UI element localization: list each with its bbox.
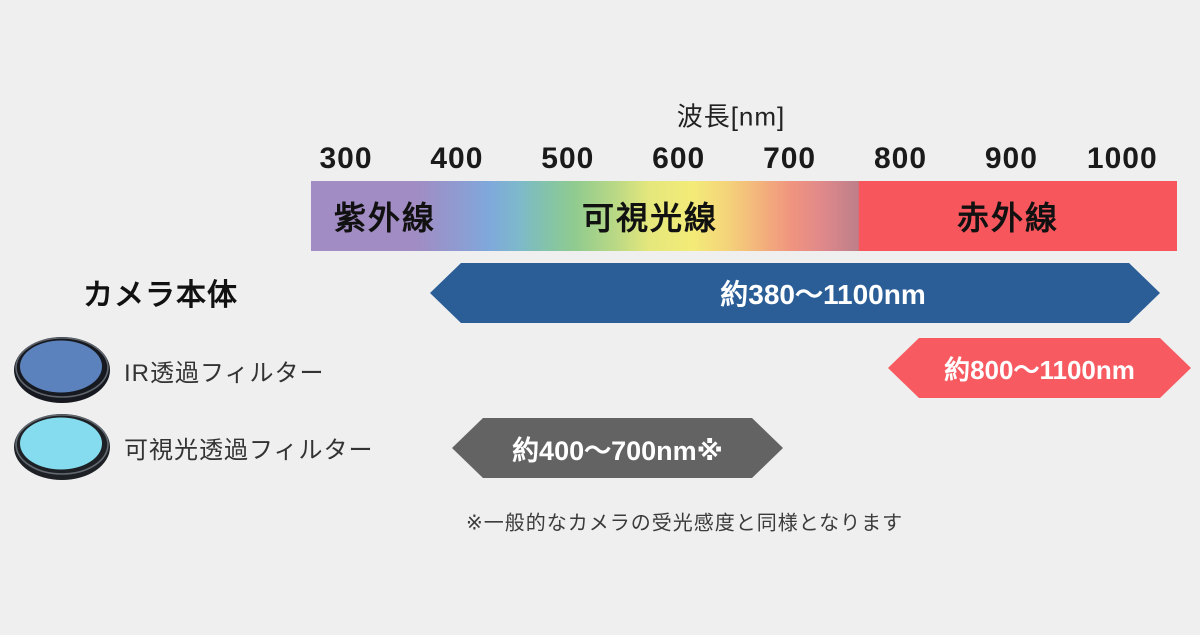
visible-filter-row: 可視光透過フィルター <box>13 413 374 481</box>
tick-label-1000: 1000 <box>1086 142 1158 175</box>
visible-filter-icon <box>14 414 110 480</box>
ir-filter-icon <box>14 337 110 403</box>
visible-filter-range-arrow: 約400〜700nm※ <box>452 418 783 478</box>
tick-label-500: 500 <box>541 142 595 175</box>
camera-range-text: 約380〜1100nm <box>720 279 926 310</box>
ir-filter-range-arrow: 約800〜1100nm <box>888 338 1191 398</box>
tick-label-900: 900 <box>984 142 1038 175</box>
axis-title: 波長[nm] <box>676 101 786 132</box>
visible-filter-label: 可視光透過フィルター <box>124 436 374 464</box>
wavelength-ticks: 300 400 500 600 700 800 900 1000 <box>0 142 1200 176</box>
region-label-visible-light: 可視光線 <box>581 200 719 236</box>
ir-filter-range-text: 約800〜1100nm <box>944 354 1135 385</box>
visible-filter-range-text: 約400〜700nm※ <box>512 435 723 466</box>
tick-label-300: 300 <box>319 142 373 175</box>
region-label-ultraviolet: 紫外線 <box>333 200 437 236</box>
tick-label-600: 600 <box>652 142 706 175</box>
tick-label-700: 700 <box>763 142 817 175</box>
spectrum-bar: 紫外線 可視光線 赤外線 <box>311 181 1177 251</box>
ir-filter-row: IR透過フィルター <box>13 336 325 404</box>
camera-body-label: カメラ本体 <box>83 279 238 312</box>
footnote: ※一般的なカメラの受光感度と同様となります <box>466 512 904 535</box>
region-label-infrared: 赤外線 <box>956 200 1060 236</box>
ir-filter-label: IR透過フィルター <box>124 359 325 387</box>
camera-range-arrow: 約380〜1100nm <box>430 263 1160 323</box>
tick-label-800: 800 <box>873 142 928 175</box>
tick-label-400: 400 <box>430 142 484 175</box>
